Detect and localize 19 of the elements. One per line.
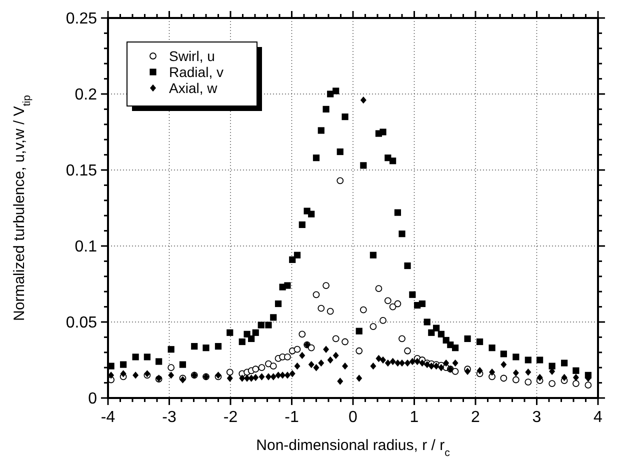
x-tick-label: 2 [471,409,480,426]
x-tick-label: -3 [162,409,176,426]
x-tick-label: 3 [532,409,542,426]
y-tick-label: 0.25 [66,10,98,28]
y-tick-label: 0.2 [74,86,98,104]
y-tick-label: 0.1 [74,238,98,256]
x-tick-label: 4 [594,409,603,426]
y-tick-label: 0.15 [66,162,98,180]
x-tick-label: -1 [284,409,299,426]
legend-label: Axial, w [169,80,218,96]
x-tick-label: -4 [100,409,116,426]
y-tick-label: 0 [88,390,98,408]
x-tick-label: -2 [223,409,238,426]
x-tick-label: 0 [348,409,358,426]
legend-label: Swirl, u [169,48,215,64]
x-axis-title: Non-dimensional radius, r / r$_{c}$ [256,437,450,459]
legend-label: Radial, v [169,64,224,80]
y-tick-label: 0.05 [66,314,98,332]
x-tick-label: 1 [410,409,419,426]
